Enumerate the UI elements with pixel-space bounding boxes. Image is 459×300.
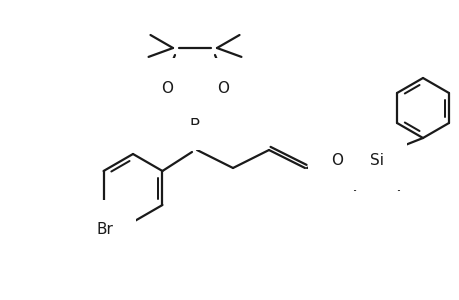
Text: Br: Br: [96, 223, 113, 238]
Text: O: O: [330, 152, 342, 167]
Text: Si: Si: [369, 152, 383, 167]
Text: B: B: [190, 112, 200, 128]
Text: O: O: [217, 80, 229, 95]
Text: O: O: [161, 80, 173, 95]
